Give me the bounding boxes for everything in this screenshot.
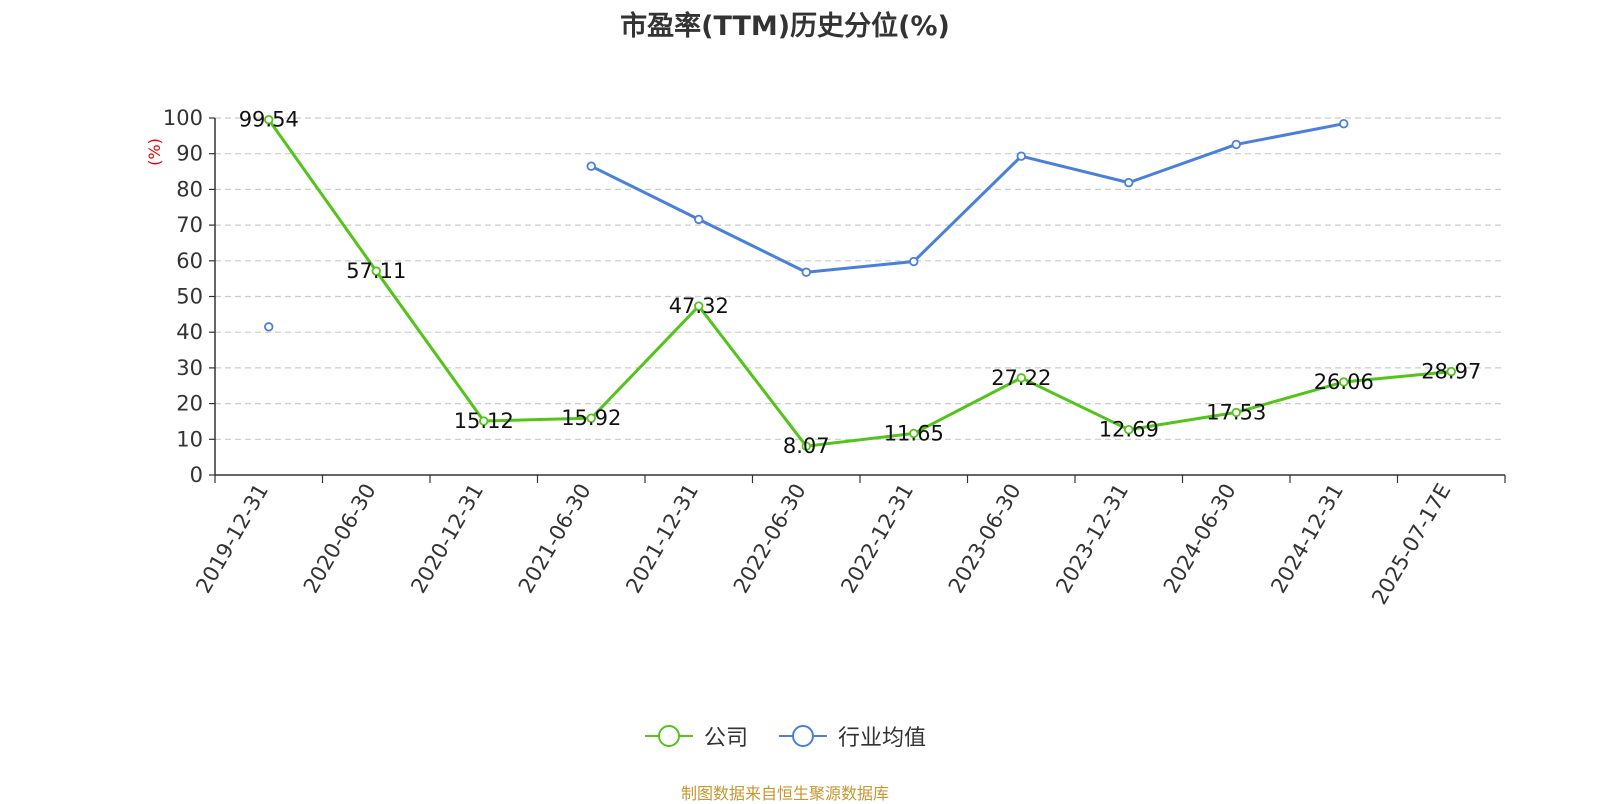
x-tick-label: 2022-06-30: [729, 480, 811, 598]
data-point: [909, 256, 919, 267]
axes: 0 10 20 30 40 50 60 70 80 90 100 (%) 2019-12-31 2020-…: [145, 106, 1506, 609]
x-tick-label: 2022-12-31: [836, 480, 918, 598]
data-point: [1124, 424, 1134, 435]
data-point: [1339, 119, 1349, 129]
x-tick-label: 2024-12-31: [1266, 480, 1348, 598]
data-point: [264, 114, 274, 125]
y-tick-label: 20: [176, 392, 203, 416]
data-point: [909, 428, 919, 439]
source-note: 制图数据来自恒生聚源数据库: [680, 784, 889, 803]
y-tick-label: 10: [176, 427, 203, 451]
data-label: 15.12: [454, 409, 514, 433]
data-point: [1231, 407, 1241, 418]
legend-item[interactable]: 公司: [644, 720, 748, 752]
x-tick-label: 2024-06-30: [1159, 480, 1241, 598]
data-label: 8.07: [783, 434, 830, 458]
y-axis-label: (%): [145, 138, 164, 166]
data-point: [1016, 151, 1026, 161]
data-label: 57.11: [346, 259, 406, 283]
data-label: 17.53: [1206, 400, 1266, 424]
data-point: [264, 322, 274, 332]
y-tick-label: 70: [176, 213, 203, 237]
x-tick-label: 2023-12-31: [1051, 480, 1133, 598]
legend-label: 公司: [703, 726, 748, 751]
y-tick-label: 100: [163, 106, 203, 130]
data-label: 12.69: [1099, 418, 1159, 442]
grid-lines: [215, 117, 1505, 440]
data-point: [1124, 177, 1134, 188]
x-tick-label: 2020-06-30: [299, 480, 381, 598]
data-label: 28.97: [1421, 360, 1481, 384]
data-point: [1016, 373, 1026, 383]
y-tick-label: 60: [176, 249, 203, 273]
legend: 公司 行业均值: [0, 720, 1570, 752]
x-tick-label: 2021-06-30: [514, 480, 596, 598]
data-point: [586, 161, 596, 171]
x-tick-label: 2020-12-31: [406, 480, 488, 598]
data-point: [801, 267, 811, 277]
data-point: [586, 413, 596, 423]
series-line: [590, 122, 1345, 274]
data-label: 15.92: [561, 406, 621, 430]
data-label: 47.32: [669, 294, 729, 318]
x-tick-label: 2021-12-31: [621, 480, 703, 598]
series-lines: [264, 114, 1456, 451]
legend-label: 行业均值: [838, 726, 927, 751]
data-point: [371, 266, 381, 276]
data-label: 27.22: [991, 366, 1051, 390]
data-label: 99.54: [239, 108, 299, 132]
data-label: 26.06: [1314, 370, 1374, 394]
x-tick-label: 2025-07-17E: [1367, 480, 1455, 609]
legend-circle: [792, 725, 814, 747]
y-tick-label: 30: [176, 356, 203, 380]
chart-title: 市盈率(TTM)历史分位(%): [620, 11, 950, 42]
y-tick-label: 80: [176, 177, 203, 201]
y-tick-label: 0: [190, 463, 203, 487]
y-tick-label: 90: [176, 142, 203, 166]
y-tick-label: 40: [176, 320, 203, 344]
data-point: [694, 214, 704, 225]
data-labels: 99.54 57.11 15.12 15.92 47.32 8.07 11.65 27.22 1…: [239, 108, 1482, 459]
legend-marker-icon: [644, 725, 693, 747]
data-point: [1231, 139, 1241, 150]
data-point: [479, 416, 489, 426]
y-tick-label: 50: [176, 285, 203, 309]
legend-marker-icon: [779, 725, 827, 747]
x-tick-label: 2019-12-31: [191, 480, 273, 598]
data-point: [1446, 366, 1456, 377]
data-label: 11.65: [884, 421, 944, 445]
data-point: [1339, 377, 1349, 387]
legend-circle: [657, 725, 680, 747]
legend-item[interactable]: 行业均值: [778, 720, 926, 752]
series-line: [267, 118, 1452, 448]
data-point: [694, 301, 704, 311]
x-tick-label: 2023-06-30: [944, 480, 1026, 598]
data-point: [801, 441, 811, 451]
